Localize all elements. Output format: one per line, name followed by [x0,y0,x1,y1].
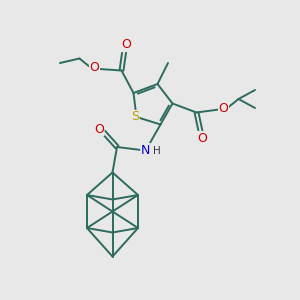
Text: H: H [153,146,161,156]
Text: O: O [121,38,131,52]
Text: O: O [90,61,99,74]
Text: S: S [131,110,139,124]
Text: N: N [141,143,150,157]
Text: O: O [219,101,228,115]
Text: O: O [94,122,104,136]
Text: O: O [198,131,207,145]
